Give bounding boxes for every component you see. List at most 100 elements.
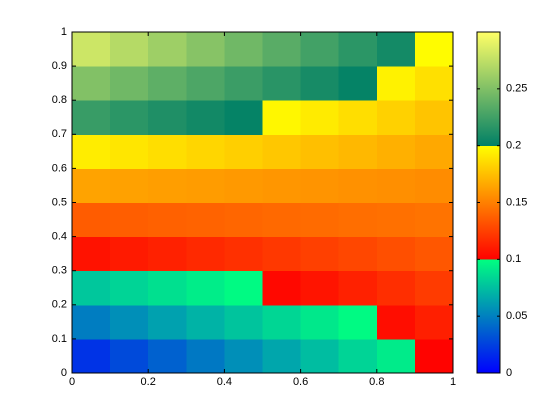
heatmap-cell [414,304,454,340]
colorbar-tick-label: 0.1 [506,253,521,265]
heatmap-cell [224,134,263,169]
heatmap-cell [110,236,149,272]
heatmap-cell [262,338,302,374]
heatmap-cell [262,270,302,306]
heatmap-cell [110,168,149,203]
heatmap-cell [148,66,187,101]
heatmap-cell [148,32,187,67]
heatmap-cell [338,270,378,306]
x-tick-label: 0.2 [141,376,156,388]
y-tick-label: 0.5 [52,196,67,208]
heatmap-cell [414,134,454,169]
heatmap-cell [224,66,263,101]
heatmap-cell [300,338,340,374]
heatmap-cell [262,32,302,67]
y-tick-label: 0.3 [52,265,67,277]
heatmap-cell [300,202,340,238]
heatmap-cell [338,100,378,135]
x-tick-label: 1 [450,376,456,388]
heatmap-cell [414,236,454,272]
heatmap-cell [262,202,302,238]
heatmap-cell [414,100,454,135]
heatmap-cell [338,304,378,340]
heatmap-cell [186,32,225,67]
heatmap-cell [186,338,225,374]
heatmap-cell [300,32,340,67]
heatmap-cell [224,202,263,238]
heatmap-cell [414,66,454,101]
heatmap-cell [376,202,416,238]
heatmap-cell [148,100,187,135]
heatmap-cell [376,270,416,306]
y-tick-label: 0.6 [52,162,67,174]
heatmap-cell [224,236,263,272]
heatmap-cell [262,134,302,169]
colorbar-tick-label: 0.15 [506,196,527,208]
heatmap-cell [110,66,149,101]
heatmap-cell [376,236,416,272]
heatmap-cell [376,100,416,135]
y-tick-label: 1 [61,26,67,38]
y-tick-label: 0 [61,367,67,379]
heatmap-cell [186,134,225,169]
heatmap-cell [376,66,416,101]
heatmap-cell [72,168,111,203]
heatmap-cell [110,304,149,340]
heatmap-cell [72,304,111,340]
y-tick-label: 0.9 [52,60,67,72]
heatmap-cell [72,236,111,272]
colorbar-segment [477,259,500,374]
heatmap-cell [72,32,111,67]
y-tick-label: 0.8 [52,94,67,106]
heatmap-cell [110,134,149,169]
heatmap-cell [300,304,340,340]
heatmap-cell [148,168,187,203]
x-tick-label: 0.6 [293,376,308,388]
heatmap-cell [186,236,225,272]
x-tick-label: 0 [69,376,75,388]
x-tick-label: 0.8 [369,376,384,388]
heatmap-cell [148,338,187,374]
heatmap-cell [148,202,187,238]
heatmap-cell [262,100,302,135]
heatmap-cell [224,100,263,135]
heatmap-cell [72,134,111,169]
heatmap-cell [414,32,454,67]
heatmap-cell [376,168,416,203]
x-tick-label: 0.4 [217,376,232,388]
heatmap-cell [110,32,149,67]
heatmap-cell [262,66,302,101]
heatmap-cell [338,134,378,169]
heatmap-cell [338,32,378,67]
heatmap-cell [72,100,111,135]
heatmap-cell [300,270,340,306]
heatmap-cell [110,270,149,306]
heatmap-cell [376,134,416,169]
heatmap-cell [110,338,149,374]
heatmap-cell [224,270,263,306]
heatmap-cell [300,134,340,169]
heatmap-cell [338,338,378,374]
heatmap-cells [72,32,454,374]
colorbar-tick-label: 0.25 [506,83,527,95]
heatmap-cell [186,270,225,306]
heatmap-cell [376,32,416,67]
heatmap-cell [262,168,302,203]
axes: 0 0.2 0.4 0.6 0.8 1 0 0.1 0.2 0.3 0.4 0.5 0.6 0.7 0.8 0… [52,26,456,388]
colorbar-tick-label: 0.2 [506,140,521,152]
y-tick-label: 0.4 [52,231,67,243]
y-tick-label: 0.2 [52,299,67,311]
heatmap-cell [300,236,340,272]
heatmap-cell [148,236,187,272]
heatmap-cell [262,304,302,340]
heatmap-cell [338,236,378,272]
heatmap-cell [110,202,149,238]
heatmap-cell [148,134,187,169]
heatmap-cell [414,338,454,374]
heatmap-cell [72,66,111,101]
heatmap-cell [224,304,263,340]
heatmap-cell [300,100,340,135]
y-tick-label: 0.7 [52,128,67,140]
heatmap-cell [186,100,225,135]
